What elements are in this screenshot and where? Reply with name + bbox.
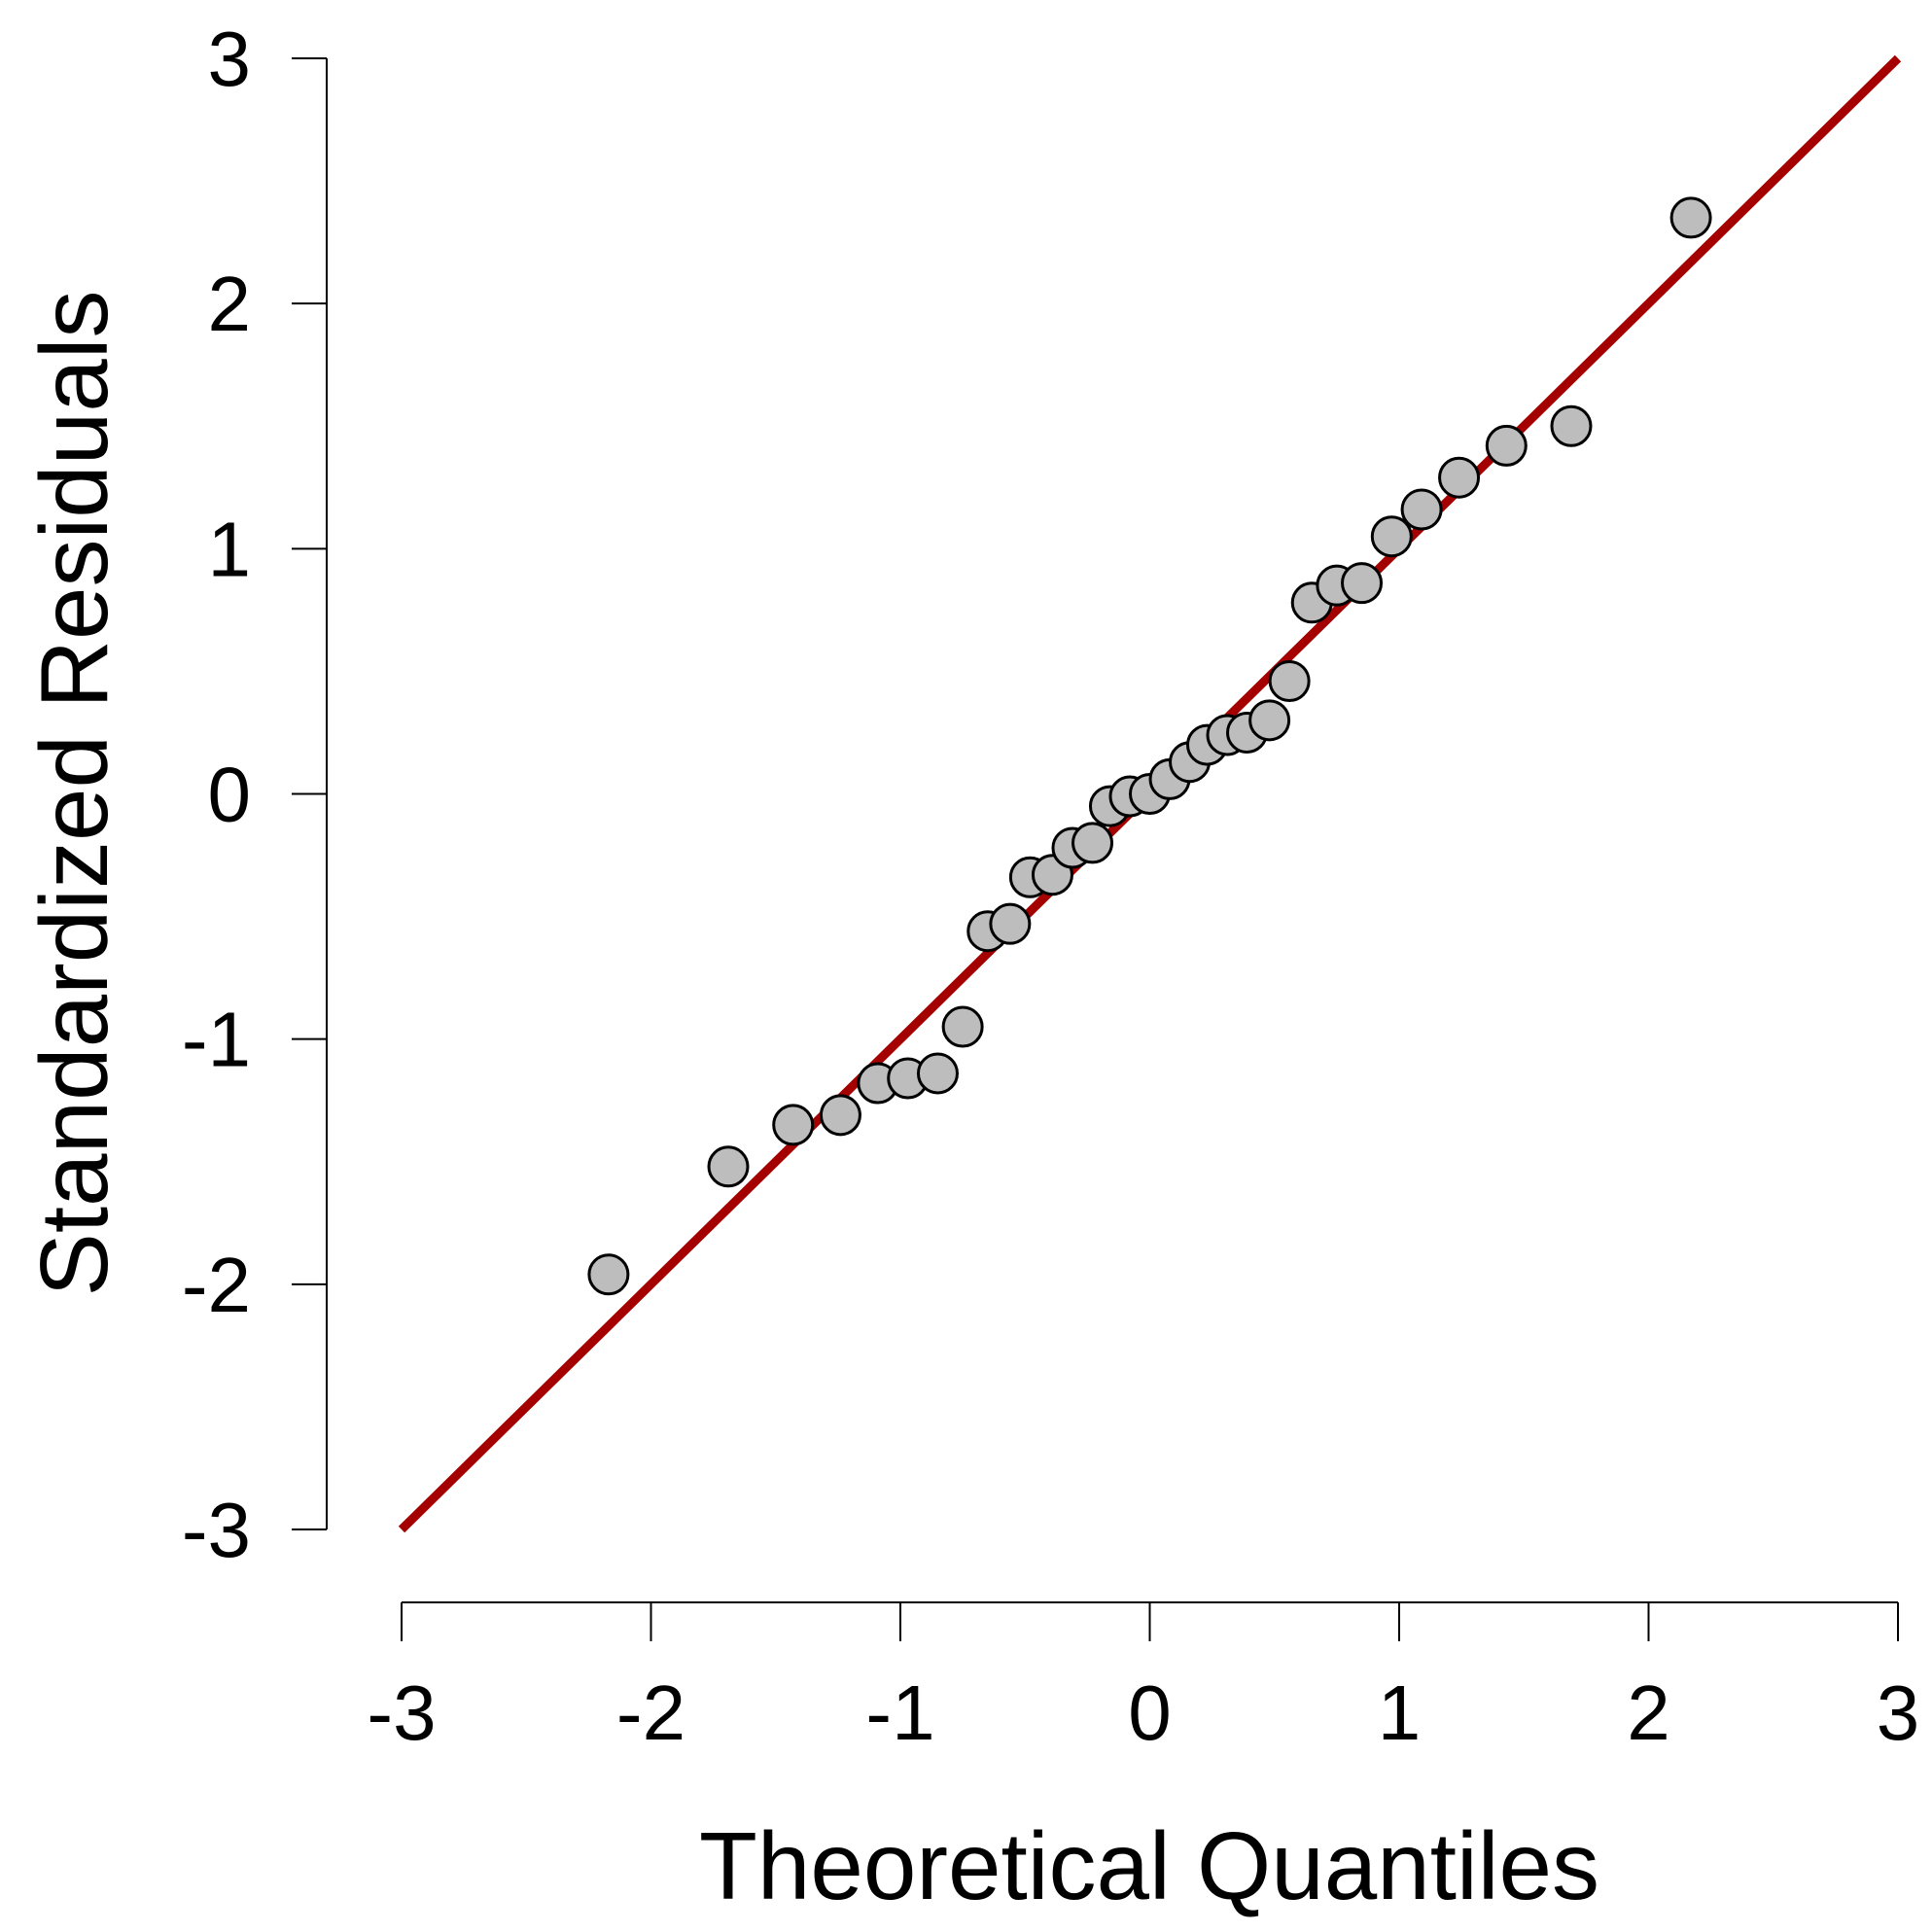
x-ticks: -3 -2 -1 0 1 2 3 (367, 1602, 1919, 1756)
data-point (707, 1145, 750, 1188)
x-tick-label: 1 (1378, 1669, 1422, 1756)
data-point (1550, 404, 1593, 447)
y-tick-label: -3 (182, 1487, 251, 1573)
data-point (941, 1005, 984, 1048)
y-tick-label: 1 (208, 506, 252, 592)
data-point (1485, 424, 1528, 467)
y-tick-label: 0 (208, 752, 252, 838)
y-tick-label: 3 (208, 16, 252, 102)
data-point (587, 1253, 630, 1296)
data-point (1669, 196, 1712, 239)
y-axis: -3 -2 -1 0 1 2 3 (182, 16, 328, 1573)
data-point (1341, 562, 1384, 605)
data-point (1438, 456, 1481, 499)
y-tick-label: 2 (208, 261, 252, 347)
data-point (1248, 699, 1291, 742)
data-point (989, 902, 1032, 945)
x-axis: -3 -2 -1 0 1 2 3 (367, 1601, 1919, 1756)
data-point (1400, 488, 1443, 531)
x-tick-label: 2 (1627, 1669, 1670, 1756)
x-tick-label: -2 (616, 1669, 685, 1756)
data-point (1268, 660, 1311, 703)
data-point (772, 1104, 815, 1146)
data-point (819, 1094, 861, 1137)
y-tick-label: -2 (182, 1242, 251, 1328)
y-ticks: -3 -2 -1 0 1 2 3 (182, 16, 327, 1573)
y-axis-label: Standardized Residuals (20, 290, 127, 1296)
x-tick-label: -3 (367, 1669, 436, 1756)
x-axis-label: Theoretical Quantiles (699, 1812, 1599, 1919)
data-point (916, 1052, 959, 1095)
data-point (1370, 515, 1413, 558)
x-tick-label: -1 (865, 1669, 934, 1756)
x-tick-label: 3 (1877, 1669, 1920, 1756)
data-point (1071, 822, 1114, 864)
x-tick-label: 0 (1128, 1669, 1172, 1756)
data-points (587, 196, 1712, 1296)
y-tick-label: -1 (182, 997, 251, 1083)
